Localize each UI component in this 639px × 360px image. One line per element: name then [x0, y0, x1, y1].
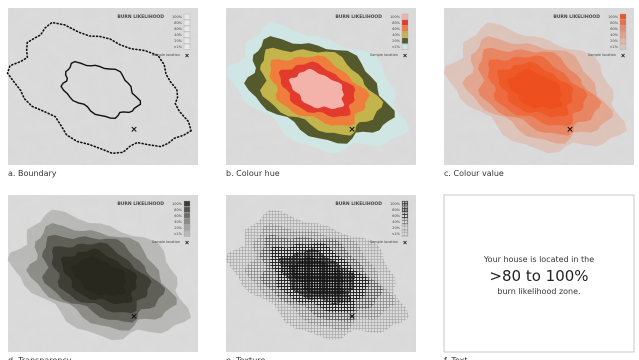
sample-marker: × [130, 312, 138, 322]
legend-swatch [184, 32, 190, 38]
panel-caption: a. Boundary [8, 169, 57, 178]
legend-swatch [184, 44, 190, 50]
legend-label: 20% [174, 39, 182, 43]
legend-label: 80% [392, 21, 400, 25]
legend-label: 60% [392, 214, 400, 218]
panel: Your house is located in the >80 to 100% b… [444, 195, 634, 360]
panel-caption: f. Text [444, 356, 468, 360]
legend-swatch [620, 20, 626, 26]
legend-title: BURN LIKELIHOOD [117, 14, 164, 20]
legend-swatch [184, 213, 190, 219]
legend-label: 80% [392, 208, 400, 212]
legend-swatch [184, 14, 190, 20]
legend-label: <1% [392, 45, 401, 49]
legend-label: 20% [392, 39, 400, 43]
figure: × BURN LIKELIHOOD 100% 80% 60% 40% 20% <1% Sampl… [0, 0, 639, 360]
legend-swatch [620, 14, 626, 20]
legend-sample: Sample location [152, 240, 180, 244]
legend-label: 100% [172, 202, 183, 206]
legend-label: 100% [608, 15, 619, 19]
legend-swatch [184, 26, 190, 32]
legend-swatch [620, 32, 626, 38]
legend-label: 20% [392, 226, 400, 230]
legend-sample-marker: × [402, 53, 407, 60]
legend-label: <1% [174, 232, 183, 236]
panel-caption: d. Transparency [8, 356, 72, 360]
legend-swatch [402, 26, 408, 32]
legend-sample: Sample location [588, 53, 616, 57]
legend-swatch [184, 219, 190, 225]
legend-sample-marker: × [184, 240, 189, 247]
legend-swatch [184, 207, 190, 213]
legend-label: 40% [174, 220, 182, 224]
legend-sample: Sample location [370, 53, 398, 57]
panel: × BURN LIKELIHOOD 100% 80% 60% 40% 20% <1% Sampl… [8, 8, 199, 178]
legend-swatch [402, 213, 408, 219]
legend-title: BURN LIKELIHOOD [553, 14, 600, 20]
legend-swatch [184, 231, 190, 237]
legend-label: 100% [172, 15, 183, 19]
legend-label: 60% [610, 27, 618, 31]
legend-label: 80% [610, 21, 618, 25]
legend-label: 40% [610, 33, 618, 37]
sample-marker: × [130, 125, 138, 135]
legend-sample-marker: × [620, 53, 625, 60]
panel: × BURN LIKELIHOOD 100% 80% 60% 40% 20% <1% Sampl… [226, 195, 417, 360]
legend-label: 40% [392, 33, 400, 37]
message-line: Your house is located in the [483, 255, 594, 264]
legend-sample: Sample location [370, 240, 398, 244]
legend-title: BURN LIKELIHOOD [335, 201, 382, 207]
legend-label: 60% [174, 214, 182, 218]
legend-sample-marker: × [402, 240, 407, 247]
legend-title: BURN LIKELIHOOD [117, 201, 164, 207]
sample-marker: × [348, 312, 356, 322]
legend-label: 100% [390, 202, 401, 206]
panel: × BURN LIKELIHOOD 100% 80% 60% 40% 20% <1% Sampl… [226, 8, 417, 178]
legend-label: 20% [610, 39, 618, 43]
legend-swatch [402, 14, 408, 20]
legend-label: 40% [392, 220, 400, 224]
legend-swatch [402, 225, 408, 231]
sample-marker: × [566, 125, 574, 135]
legend-swatch [184, 201, 190, 207]
legend-sample-marker: × [184, 53, 189, 60]
legend-label: 20% [174, 226, 182, 230]
panel-caption: e. Texture [226, 356, 265, 360]
message-line: burn likelihood zone. [497, 287, 580, 296]
panels: × BURN LIKELIHOOD 100% 80% 60% 40% 20% <1% Sampl… [8, 8, 635, 360]
legend-swatch [402, 231, 408, 237]
legend-swatch [402, 20, 408, 26]
legend-swatch [402, 207, 408, 213]
legend-label: 100% [390, 15, 401, 19]
panel: × BURN LIKELIHOOD 100% 80% 60% 40% 20% <1% Sampl… [8, 195, 199, 360]
legend-swatch [620, 44, 626, 50]
legend-label: 80% [174, 21, 182, 25]
legend-sample: Sample location [152, 53, 180, 57]
legend-label: 60% [392, 27, 400, 31]
legend-swatch [620, 26, 626, 32]
legend-swatch [402, 219, 408, 225]
legend-swatch [402, 32, 408, 38]
legend-label: <1% [174, 45, 183, 49]
legend-label: <1% [392, 232, 401, 236]
legend-swatch [184, 225, 190, 231]
legend-swatch [184, 20, 190, 26]
panel: × BURN LIKELIHOOD 100% 80% 60% 40% 20% <1% Sampl… [444, 8, 635, 178]
message-highlight: >80 to 100% [489, 267, 588, 285]
legend-swatch [620, 38, 626, 44]
legend-swatch [184, 38, 190, 44]
legend-swatch [402, 38, 408, 44]
legend-swatch [402, 44, 408, 50]
legend-label: <1% [610, 45, 619, 49]
legend-label: 60% [174, 27, 182, 31]
legend-title: BURN LIKELIHOOD [335, 14, 382, 20]
legend-label: 40% [174, 33, 182, 37]
legend-swatch [402, 201, 408, 207]
panel-caption: b. Colour hue [226, 169, 280, 178]
panel-caption: c. Colour value [444, 169, 504, 178]
sample-marker: × [348, 125, 356, 135]
legend-label: 80% [174, 208, 182, 212]
